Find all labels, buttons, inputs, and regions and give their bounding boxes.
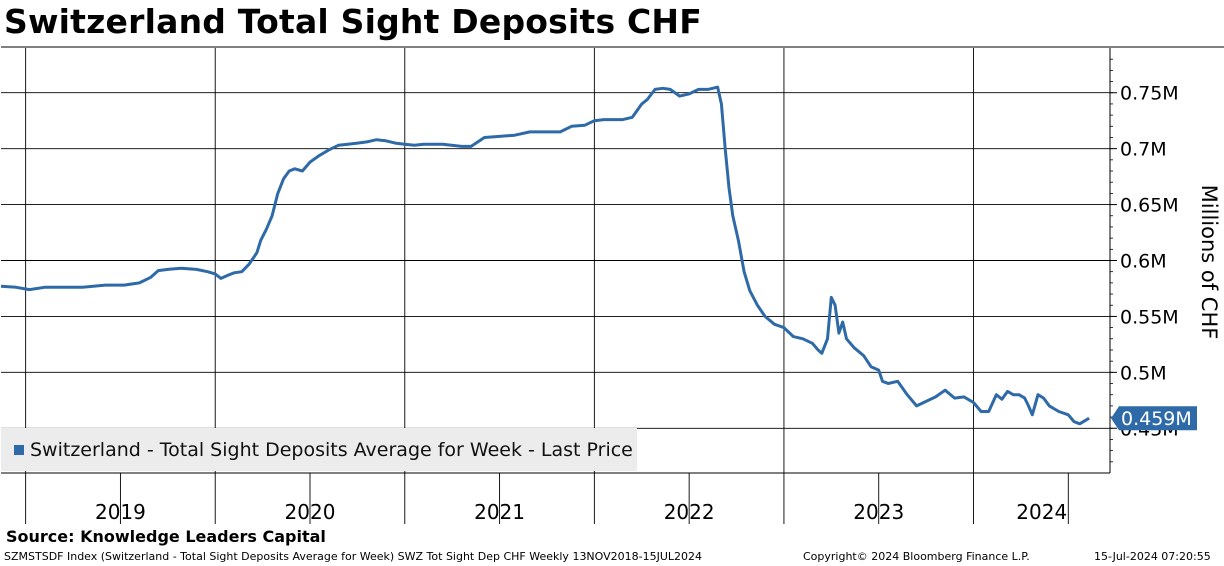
- last-value-label: 0.459M: [1121, 408, 1192, 430]
- x-tick-label: 2022: [664, 500, 715, 524]
- x-tick-label: 2019: [95, 500, 146, 524]
- y-tick-label: 0.6M: [1120, 251, 1167, 273]
- x-tick-label: 2020: [285, 500, 336, 524]
- y-tick-label: 0.5M: [1120, 362, 1167, 384]
- footer-index-description: SZMSTSDF Index (Switzerland - Total Sigh…: [4, 550, 703, 563]
- legend: Switzerland - Total Sight Deposits Avera…: [1, 428, 637, 471]
- chart-title: Switzerland Total Sight Deposits CHF: [4, 2, 702, 41]
- x-tick-label: 2023: [853, 500, 904, 524]
- legend-label: Switzerland - Total Sight Deposits Avera…: [30, 438, 633, 461]
- series-line: [0, 85, 1090, 426]
- y-tick-label: 0.65M: [1120, 195, 1179, 217]
- source-note: Source: Knowledge Leaders Capital: [6, 527, 326, 546]
- last-value-marker: 0.459M: [1111, 406, 1197, 431]
- x-tick-label: 2021: [474, 500, 525, 524]
- x-axis: 2019 2020 2021 2022 2023 2024: [1, 472, 1110, 524]
- last-value-tag: [1111, 406, 1197, 431]
- y-tick-label: 0.75M: [1120, 83, 1179, 105]
- y-tick-label: 0.7M: [1120, 139, 1167, 161]
- footer-timestamp: 15-Jul-2024 07:20:55: [1094, 550, 1211, 563]
- x-tick-label: 2024: [1016, 500, 1067, 524]
- legend-swatch: [14, 444, 24, 455]
- y-axis-title: Millions of CHF: [1197, 184, 1221, 340]
- plot-series: [0, 85, 1090, 426]
- footer-copyright: Copyright© 2024 Bloomberg Finance L.P.: [803, 550, 1030, 563]
- y-tick-label: 0.55M: [1120, 306, 1179, 328]
